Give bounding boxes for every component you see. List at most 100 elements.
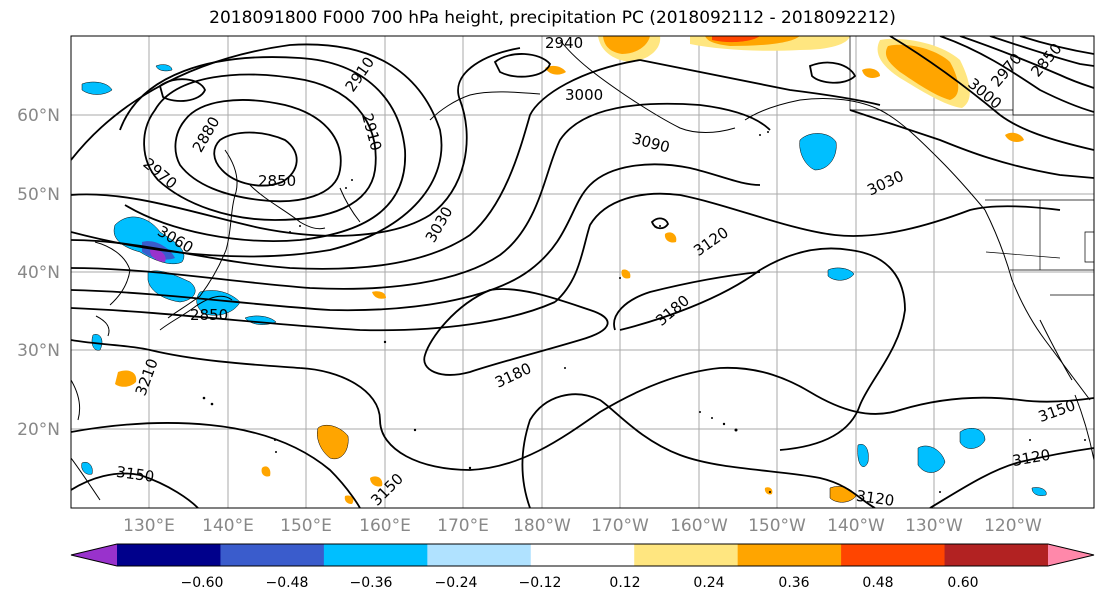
- map-title: 2018091800 F000 700 hPa height, precipit…: [209, 8, 896, 28]
- contour-line: [71, 59, 641, 270]
- colorbar-tick: 0.12: [609, 575, 640, 591]
- contour-line: [959, 36, 1094, 89]
- precip-positive-area: [621, 269, 631, 279]
- islands: [202, 131, 1086, 493]
- contour-line: [71, 43, 443, 258]
- contour-line: [158, 78, 206, 102]
- height-contours: [71, 36, 1094, 508]
- colorbar-segment: [944, 544, 1049, 566]
- lon-label: 120°W: [984, 516, 1042, 536]
- precip-negative-area: [196, 290, 241, 316]
- precip-positive-area: [1005, 132, 1024, 143]
- contour-label: 3000: [565, 86, 603, 104]
- lon-label: 150°E: [280, 516, 332, 536]
- contour-line: [650, 217, 669, 230]
- colorbar-segment: [117, 544, 221, 566]
- lat-label: 60°N: [17, 106, 60, 126]
- colorbar-tick: −0.60: [181, 575, 224, 591]
- contour-line: [989, 36, 1094, 67]
- precip-positive-area: [370, 476, 383, 487]
- precip-positive-area: [261, 466, 271, 477]
- precip-positive-area: [545, 65, 566, 75]
- lat-label: 20°N: [17, 420, 60, 440]
- precip-negative-area: [81, 462, 93, 475]
- lon-label: 130°W: [905, 516, 963, 536]
- precip-negative-area: [827, 267, 855, 281]
- precip-positive-area: [344, 495, 354, 504]
- lon-label: 180°W: [513, 516, 571, 536]
- contour-line: [808, 61, 857, 84]
- precip-negative-area: [917, 445, 946, 473]
- precip-positive-area: [317, 425, 349, 460]
- contour-line: [71, 102, 771, 290]
- lat-label: 50°N: [17, 185, 60, 205]
- precip-negative-area: [81, 81, 113, 95]
- contour-line: [521, 393, 876, 508]
- contour-line: [71, 339, 1094, 471]
- contour-line: [71, 422, 361, 508]
- contour-line: [143, 73, 377, 221]
- colorbar-extend-high: [1048, 544, 1094, 566]
- colorbar-tick: 0.24: [693, 575, 724, 591]
- contour-line: [423, 288, 609, 376]
- colorbar-segment: [323, 544, 428, 566]
- lon-label: 140°W: [827, 516, 885, 536]
- colorbar-tick: −0.36: [350, 575, 393, 591]
- precip-negative-area: [1031, 487, 1047, 496]
- precip-positive-area: [885, 44, 959, 100]
- contour-label: 3150: [115, 463, 155, 486]
- precip-negative-area: [799, 133, 837, 171]
- colorbar-segment: [427, 544, 532, 566]
- colorbar-tick: −0.48: [266, 575, 309, 591]
- contour-line: [554, 192, 1061, 303]
- colorbar-segment: [737, 544, 842, 566]
- map-frame: [70, 35, 1095, 509]
- contour-line: [929, 447, 1094, 508]
- contour-line: [174, 99, 342, 203]
- contour-line: [639, 59, 881, 106]
- lon-label: 130°E: [123, 516, 175, 536]
- lat-labels: 60°N 50°N 40°N 30°N 20°N: [17, 106, 60, 440]
- precip-positive-area: [372, 291, 386, 299]
- precip-negative-area: [959, 428, 986, 449]
- lat-label: 40°N: [17, 263, 60, 283]
- lon-label: 140°E: [202, 516, 254, 536]
- contour-line: [939, 36, 1094, 113]
- contour-label: 3120: [855, 487, 895, 510]
- contour-line: [849, 109, 1094, 179]
- precip-negative-area: [150, 249, 166, 262]
- lon-labels: 130°E 140°E 150°E 160°E 170°E 180°W 170°…: [123, 516, 1042, 536]
- precip-positive-area: [712, 36, 760, 43]
- colorbar-ticks: −0.60 −0.48 −0.36 −0.24 −0.12 0.12 0.24 …: [181, 575, 979, 591]
- colorbar-extend-low: [71, 544, 117, 566]
- precip-positive-area: [603, 36, 650, 54]
- precip-positive-area: [664, 232, 677, 243]
- lon-label: 160°W: [670, 516, 728, 536]
- colorbar-tick: −0.12: [519, 575, 562, 591]
- precip-positive-area: [862, 68, 880, 78]
- precip-negative-area: [155, 64, 173, 72]
- contour-line: [213, 131, 298, 187]
- colorbar-tick: −0.24: [435, 575, 478, 591]
- colorbar-segment: [634, 544, 739, 566]
- colorbar-segment: [220, 544, 325, 566]
- lon-label: 150°W: [748, 516, 806, 536]
- contour-line: [493, 53, 552, 78]
- colorbar-tick: 0.60: [947, 575, 978, 591]
- precip-negative-area: [857, 444, 869, 467]
- lat-label: 30°N: [17, 341, 60, 361]
- lon-label: 170°E: [437, 516, 489, 536]
- precip-shading: [81, 36, 1047, 504]
- colorbar-tick: 0.36: [778, 575, 809, 591]
- contour-line: [1019, 36, 1094, 55]
- contour-line: [71, 301, 556, 332]
- lon-label: 170°W: [591, 516, 649, 536]
- lon-label: 160°E: [359, 516, 411, 536]
- contour-line: [613, 271, 761, 331]
- contour-line: [619, 247, 906, 451]
- colorbar-tick: 0.48: [862, 575, 893, 591]
- contour-label: 2940: [545, 34, 583, 52]
- contour-label: 2850: [258, 172, 296, 190]
- contour-line: [71, 472, 199, 508]
- contour-line: [71, 47, 521, 237]
